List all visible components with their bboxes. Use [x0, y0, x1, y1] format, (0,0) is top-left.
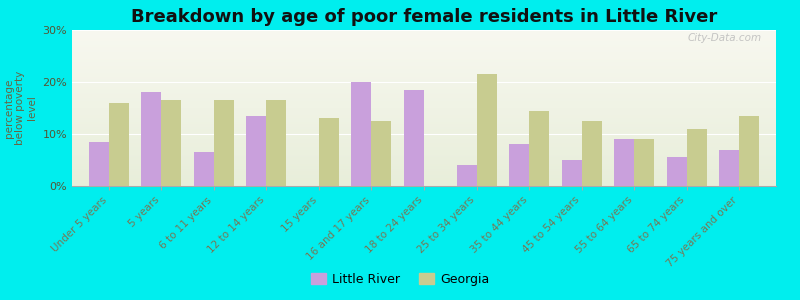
Bar: [686, 129, 706, 186]
Bar: [509, 144, 529, 186]
Bar: [582, 121, 602, 186]
Legend: Little River, Georgia: Little River, Georgia: [306, 268, 494, 291]
Bar: [109, 103, 129, 186]
Bar: [319, 118, 339, 186]
Bar: [89, 142, 109, 186]
Bar: [214, 100, 234, 186]
Bar: [351, 82, 371, 186]
Bar: [634, 139, 654, 186]
Title: Breakdown by age of poor female residents in Little River: Breakdown by age of poor female resident…: [131, 8, 717, 26]
Bar: [739, 116, 759, 186]
Y-axis label: percentage
below poverty
level: percentage below poverty level: [4, 71, 37, 145]
Bar: [266, 100, 286, 186]
Bar: [142, 92, 162, 186]
Bar: [246, 116, 266, 186]
Bar: [477, 74, 497, 186]
Bar: [457, 165, 477, 186]
Bar: [404, 90, 424, 186]
Bar: [371, 121, 391, 186]
Bar: [719, 150, 739, 186]
Bar: [529, 111, 549, 186]
Text: City-Data.com: City-Data.com: [688, 33, 762, 43]
Bar: [666, 158, 686, 186]
Bar: [194, 152, 214, 186]
Bar: [614, 139, 634, 186]
Bar: [162, 100, 182, 186]
Bar: [562, 160, 582, 186]
